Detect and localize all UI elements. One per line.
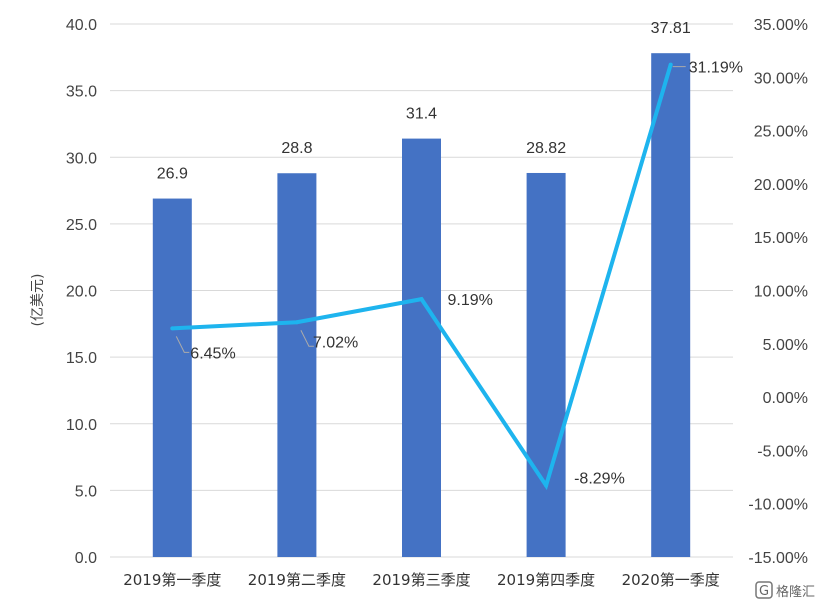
- revenue-bars: [152, 53, 691, 558]
- right-tick-label: 20.00%: [754, 177, 808, 194]
- line-value-labels: 6.45% 7.02% 9.19% -8.29% 31.19%: [190, 60, 743, 488]
- category-label: 2019第四季度: [497, 571, 595, 589]
- watermark-logo-icon: [755, 581, 773, 599]
- right-tick-label: -15.00%: [748, 550, 808, 567]
- bar: [152, 198, 192, 557]
- category-label: 2020第一季度: [622, 571, 720, 589]
- left-tick-label: 5.0: [75, 483, 97, 500]
- right-tick-label: 10.00%: [754, 284, 808, 301]
- line-point: [419, 297, 424, 302]
- right-tick-label: 5.00%: [763, 337, 808, 354]
- y-axis-label: (亿美元): [30, 274, 46, 327]
- category-label: 2019第一季度: [123, 571, 221, 589]
- left-tick-label: 30.0: [66, 150, 97, 167]
- category-labels: 2019第一季度 2019第二季度 2019第三季度 2019第四季度 2020第一季度: [123, 571, 720, 589]
- leader-line: [300, 330, 314, 347]
- right-tick-label: -10.00%: [748, 497, 808, 514]
- bar-value-label: 31.4: [406, 106, 437, 123]
- watermark: G 格隆汇: [755, 581, 815, 600]
- right-axis-ticks: -15.00% -10.00% -5.00% 0.00% 5.00% 10.00% 15.0…: [748, 17, 808, 567]
- bar-value-label: 37.81: [651, 20, 691, 37]
- bar: [277, 173, 317, 558]
- line-point: [170, 326, 175, 331]
- right-tick-label: 30.00%: [754, 70, 808, 87]
- line-point: [668, 62, 673, 67]
- left-tick-label: 15.0: [66, 350, 97, 367]
- bar-value-labels: 26.9 28.8 31.4 28.82 37.81: [157, 20, 691, 182]
- right-tick-label: 25.00%: [754, 124, 808, 141]
- leader-line: [175, 336, 190, 353]
- right-tick-label: 0.00%: [763, 390, 808, 407]
- category-label: 2019第二季度: [248, 571, 346, 589]
- bar: [526, 172, 566, 557]
- bar: [402, 138, 441, 557]
- line-value-label: -8.29%: [574, 470, 625, 487]
- left-tick-label: 35.0: [66, 84, 97, 101]
- line-value-label: 31.19%: [689, 60, 743, 77]
- growth-line: [170, 62, 673, 491]
- bar-value-label: 28.8: [281, 140, 312, 157]
- right-tick-label: 35.00%: [754, 17, 808, 34]
- right-tick-label: 15.00%: [754, 230, 808, 247]
- line-point: [294, 320, 299, 325]
- line-point: [544, 483, 549, 488]
- label-leader-lines: [175, 66, 686, 353]
- left-tick-label: 20.0: [66, 284, 97, 301]
- line-value-label: 7.02%: [313, 334, 358, 351]
- bar-value-label: 28.82: [526, 140, 566, 157]
- left-tick-label: 10.0: [66, 417, 97, 434]
- right-tick-label: -5.00%: [757, 443, 808, 460]
- left-tick-label: 25.0: [66, 217, 97, 234]
- left-axis-ticks: 0.0 5.0 10.0 15.0 20.0 25.0 30.0 35.0 40.0: [66, 17, 97, 567]
- category-label: 2019第三季度: [372, 571, 470, 589]
- bar: [651, 53, 691, 557]
- watermark-logo-glyph: G: [759, 584, 769, 599]
- bar-value-label: 26.9: [157, 166, 188, 183]
- watermark-text: 格隆汇: [776, 584, 815, 600]
- left-tick-label: 40.0: [66, 17, 97, 34]
- line-value-label: 9.19%: [448, 292, 493, 309]
- line-value-label: 6.45%: [190, 345, 235, 362]
- left-tick-label: 0.0: [75, 550, 97, 567]
